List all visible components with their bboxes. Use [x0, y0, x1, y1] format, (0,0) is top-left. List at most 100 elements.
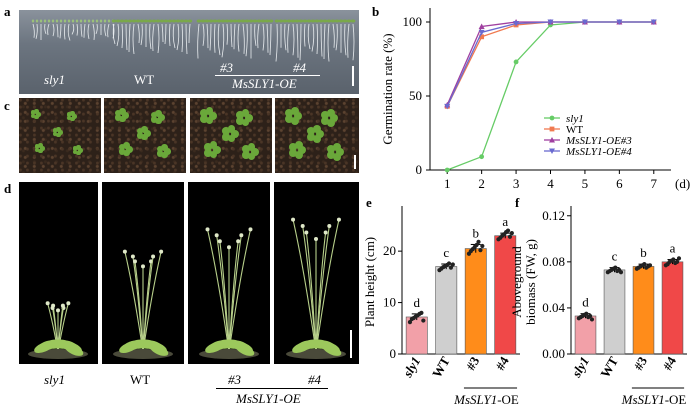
plate-label-oe4: #4: [293, 60, 306, 75]
f-group-label: MsSLY1-OE: [621, 392, 687, 407]
panel-letter-e: e: [366, 195, 372, 210]
seedling-cotyledon: [51, 19, 55, 23]
seedling-cotyledon: [204, 19, 210, 23]
rosette-leaf: [205, 116, 214, 125]
seedling-cotyledon: [43, 19, 47, 23]
rosette-leaf: [200, 114, 208, 123]
e-y-tick-label: 0: [390, 346, 397, 361]
rosette-leaf: [114, 114, 122, 121]
rosette-leaf: [57, 130, 63, 135]
seedling-root: [202, 23, 205, 46]
rosette-leaf: [212, 146, 221, 154]
plant-flower: [327, 224, 332, 229]
seedling-cotyledon: [278, 19, 284, 23]
seedling-root: [304, 23, 306, 47]
seedling-plate-photo: [19, 10, 359, 94]
seedling-cotyledon: [83, 19, 87, 23]
rosette-leaf: [39, 146, 45, 151]
f-dot-0-4: [584, 311, 589, 316]
rosette-leaf: [209, 141, 218, 150]
b-point-3-5: [616, 19, 623, 25]
e-group-label: MsSLY1-OE: [453, 392, 519, 407]
plant-flower: [336, 217, 341, 222]
seedling-root: [181, 23, 183, 53]
rosette-leaf: [227, 134, 236, 143]
rosette-leaf: [247, 143, 256, 152]
panel-letter-a: a: [4, 4, 11, 19]
e-dot-2-4: [474, 242, 479, 248]
seedling-root: [44, 23, 47, 35]
seedling-cotyledon: [163, 19, 169, 23]
seedling-root: [209, 23, 212, 51]
e-dot-3-6: [507, 234, 513, 239]
panel-letter-b: b: [372, 4, 380, 19]
f-sig-letter-1: c: [612, 249, 618, 264]
rosette-leaf: [155, 110, 162, 117]
f-x-tick-label-0: sly1: [568, 354, 592, 381]
plant-flower: [205, 227, 210, 232]
e-dot-0-0: [407, 320, 413, 325]
f-dot-3-7: [676, 256, 682, 261]
seedling-cotyledon: [286, 19, 292, 23]
rosette-leaf: [158, 114, 165, 121]
seedling-cotyledon: [91, 19, 95, 23]
seedling-cotyledon: [322, 19, 328, 23]
rosette-leaf: [141, 133, 148, 141]
rosette-leaf: [156, 150, 164, 157]
b-point-3-0: [444, 103, 451, 110]
rosette-leaf: [336, 148, 345, 157]
seedling-root: [217, 23, 221, 56]
plant-stem: [219, 241, 230, 353]
rosette-leaf: [34, 144, 40, 149]
rosette-leaf: [312, 125, 321, 134]
b-point-2-1: [478, 23, 485, 29]
seedling-root: [307, 23, 311, 50]
seedling-cotyledon: [167, 19, 173, 23]
rosette-leaf: [290, 116, 299, 125]
rosette-leaf: [66, 112, 72, 117]
rosette-leaf: [284, 115, 293, 124]
e-x-tick-label-1: WT: [429, 354, 453, 381]
rosette-leaf: [242, 150, 250, 159]
rosette-leaf: [330, 114, 339, 123]
seedling-cotyledon: [274, 19, 280, 23]
seedling-root: [152, 23, 155, 52]
b-x-tick-label: 3: [513, 176, 520, 191]
plant-stem: [142, 256, 154, 353]
seedling-cotyledon: [306, 19, 312, 23]
rosette-leaf: [250, 148, 259, 156]
e-dot-1-5: [446, 261, 452, 266]
rosette-leaf: [209, 150, 218, 159]
rosette-leaf: [37, 143, 43, 148]
plant-flower: [239, 233, 244, 238]
e-bar-1: [435, 266, 458, 355]
plant-rosette-leaf: [205, 341, 224, 354]
seedling-cotyledon: [200, 19, 206, 23]
seedling-root: [332, 23, 335, 48]
seedling-root: [327, 23, 330, 62]
seedling-root: [242, 23, 245, 54]
seedling-cotyledon: [228, 19, 234, 23]
seedling-cotyledon: [224, 19, 230, 23]
seedling-root: [226, 23, 228, 45]
seedling-root: [214, 23, 216, 53]
f-y-tick-label: 0.00: [542, 346, 565, 361]
rosette-leaf: [332, 143, 341, 152]
seedling-root: [157, 23, 160, 54]
f-dot-1-4: [613, 265, 618, 270]
rosette-leaf: [144, 130, 151, 137]
plant-flower: [314, 236, 318, 241]
plant-stem: [315, 219, 340, 353]
seedling-cotyledon: [99, 19, 103, 23]
plant-flower: [300, 224, 305, 229]
rosette-leaf: [52, 131, 58, 137]
rosette-leaf: [150, 116, 158, 123]
seedling-root: [299, 23, 302, 61]
b-x-tick-label: 4: [547, 176, 554, 191]
seedling-cotyledon: [252, 19, 258, 23]
seedling-root: [352, 23, 355, 61]
biomass-bar-chart: 0.00 0.04 0.08 0.12 d sly1 c WT b #3 a #4 MsSLY1-OE A…: [509, 206, 687, 407]
rosette-leaf: [122, 112, 129, 119]
plant-label-oe4: #4: [308, 372, 321, 387]
seedling-cotyledon: [302, 19, 308, 23]
